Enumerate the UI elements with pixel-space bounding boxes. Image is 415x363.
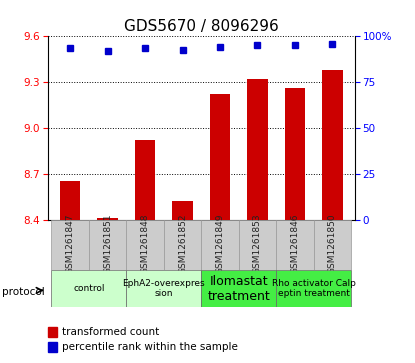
Text: GSM1261848: GSM1261848 xyxy=(141,214,149,274)
Text: GSM1261850: GSM1261850 xyxy=(328,214,337,274)
Bar xyxy=(285,88,305,220)
Bar xyxy=(276,220,314,270)
Text: EphA2-overexpres
sion: EphA2-overexpres sion xyxy=(122,279,205,298)
Bar xyxy=(314,220,351,270)
Text: percentile rank within the sample: percentile rank within the sample xyxy=(62,342,238,352)
Bar xyxy=(276,270,351,307)
Text: transformed count: transformed count xyxy=(62,327,159,337)
Text: control: control xyxy=(73,284,105,293)
Text: Ilomastat
treatment: Ilomastat treatment xyxy=(208,274,270,303)
Bar xyxy=(51,270,127,307)
Bar xyxy=(172,201,193,220)
Text: GSM1261851: GSM1261851 xyxy=(103,214,112,274)
Text: Rho activator Calp
eptin treatment: Rho activator Calp eptin treatment xyxy=(272,279,356,298)
Text: GSM1261853: GSM1261853 xyxy=(253,214,262,274)
Bar xyxy=(201,220,239,270)
Bar xyxy=(48,342,57,352)
Text: GSM1261846: GSM1261846 xyxy=(290,214,299,274)
Text: GSM1261849: GSM1261849 xyxy=(215,214,225,274)
Bar xyxy=(210,94,230,220)
Bar xyxy=(201,270,276,307)
Bar xyxy=(48,327,57,337)
Text: GSM1261852: GSM1261852 xyxy=(178,214,187,274)
Bar xyxy=(247,79,268,220)
Bar xyxy=(98,218,118,220)
Bar xyxy=(135,140,155,220)
Bar xyxy=(127,270,201,307)
Title: GDS5670 / 8096296: GDS5670 / 8096296 xyxy=(124,19,278,34)
Bar xyxy=(60,182,81,220)
Bar xyxy=(89,220,127,270)
Text: protocol: protocol xyxy=(2,287,45,297)
Bar xyxy=(127,220,164,270)
Bar xyxy=(51,220,89,270)
Bar xyxy=(239,220,276,270)
Text: GSM1261847: GSM1261847 xyxy=(66,214,75,274)
Bar xyxy=(164,220,201,270)
Bar xyxy=(322,70,343,220)
